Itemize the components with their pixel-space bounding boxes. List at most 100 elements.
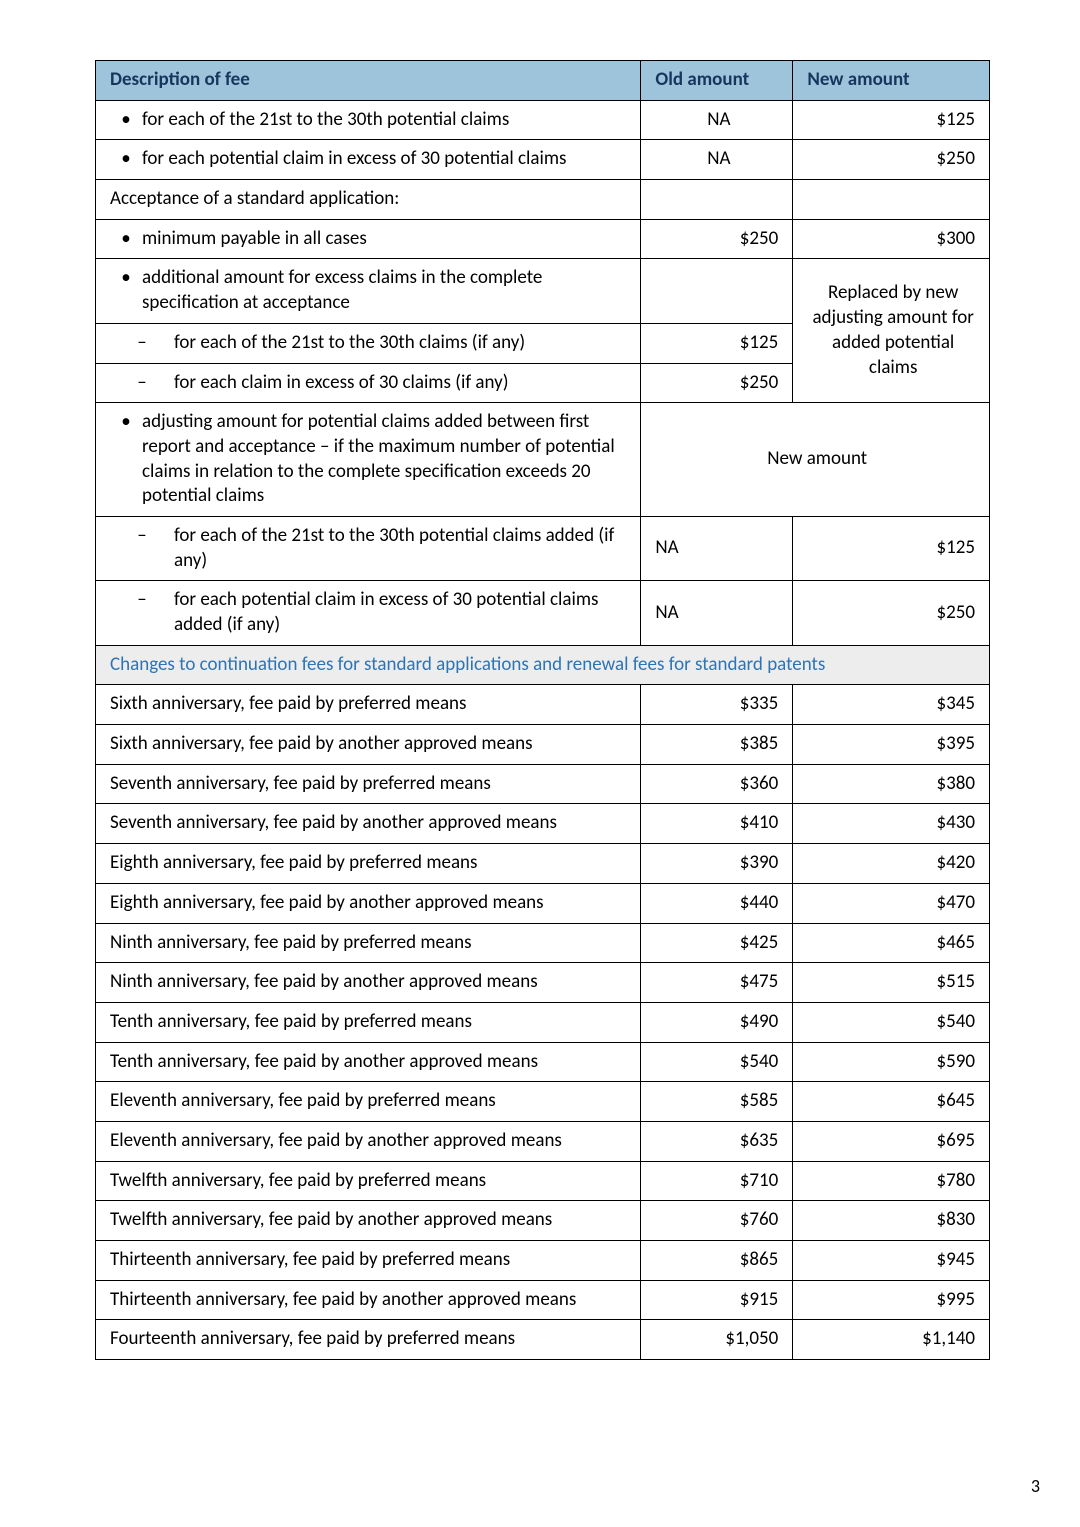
dash-icon: – — [110, 524, 174, 549]
table-header-row: Description of fee Old amount New amount — [96, 61, 990, 101]
cell-new-amount: $515 — [793, 963, 990, 1003]
cell-description: •for each of the 21st to the 30th potent… — [96, 100, 641, 140]
cell-description: Seventh anniversary, fee paid by another… — [96, 804, 641, 844]
cell-old-amount: $440 — [641, 883, 793, 923]
page-number: 3 — [1031, 1475, 1040, 1497]
cell-new-amount — [793, 180, 990, 220]
table-row: •adjusting amount for potential claims a… — [96, 403, 990, 517]
table-row: Seventh anniversary, fee paid by preferr… — [96, 764, 990, 804]
cell-description: Eleventh anniversary, fee paid by anothe… — [96, 1121, 641, 1161]
bullet-icon: • — [110, 108, 142, 133]
cell-old-amount — [641, 180, 793, 220]
table-row: Eleventh anniversary, fee paid by anothe… — [96, 1121, 990, 1161]
cell-new-amount: $695 — [793, 1121, 990, 1161]
col-header-old-amount: Old amount — [641, 61, 793, 101]
cell-description: Tenth anniversary, fee paid by another a… — [96, 1042, 641, 1082]
table-row: Eighth anniversary, fee paid by preferre… — [96, 844, 990, 884]
bullet-icon: • — [110, 266, 142, 291]
cell-description-text: for each potential claim in excess of 30… — [142, 147, 630, 172]
cell-new-amount: $125 — [793, 516, 990, 580]
cell-description-text: for each claim in excess of 30 claims (i… — [174, 371, 630, 396]
cell-old-amount: $585 — [641, 1082, 793, 1122]
cell-new-amount: $125 — [793, 100, 990, 140]
cell-description: •for each potential claim in excess of 3… — [96, 140, 641, 180]
bullet-icon: • — [110, 410, 142, 435]
cell-new-amount: $250 — [793, 140, 990, 180]
cell-old-amount: NA — [641, 100, 793, 140]
cell-new-amount: $345 — [793, 685, 990, 725]
cell-old-amount: NA — [641, 516, 793, 580]
table-row: Sixth anniversary, fee paid by preferred… — [96, 685, 990, 725]
dash-icon: – — [110, 588, 174, 613]
table-row: Ninth anniversary, fee paid by another a… — [96, 963, 990, 1003]
cell-new-amount: $420 — [793, 844, 990, 884]
cell-description-text: additional amount for excess claims in t… — [142, 266, 630, 315]
cell-old-amount: $360 — [641, 764, 793, 804]
cell-description: –for each claim in excess of 30 claims (… — [96, 363, 641, 403]
cell-description-text: adjusting amount for potential claims ad… — [142, 410, 630, 509]
col-header-description: Description of fee — [96, 61, 641, 101]
cell-description: Seventh anniversary, fee paid by preferr… — [96, 764, 641, 804]
cell-old-amount: $475 — [641, 963, 793, 1003]
fee-table: Description of fee Old amount New amount… — [95, 60, 990, 1360]
cell-old-amount: $635 — [641, 1121, 793, 1161]
cell-description: Acceptance of a standard application: — [96, 180, 641, 220]
table-row: Changes to continuation fees for standar… — [96, 645, 990, 685]
bullet-icon: • — [110, 227, 142, 252]
cell-new-amount: $995 — [793, 1280, 990, 1320]
table-row: Ninth anniversary, fee paid by preferred… — [96, 923, 990, 963]
cell-description: Thirteenth anniversary, fee paid by pref… — [96, 1241, 641, 1281]
cell-old-amount: $335 — [641, 685, 793, 725]
cell-description-text: minimum payable in all cases — [142, 227, 630, 252]
cell-old-amount: $390 — [641, 844, 793, 884]
cell-description: Sixth anniversary, fee paid by preferred… — [96, 685, 641, 725]
cell-description-text: for each potential claim in excess of 30… — [174, 588, 630, 637]
cell-merged-old-new: New amount — [641, 403, 990, 517]
cell-old-amount: NA — [641, 581, 793, 645]
cell-old-amount: $250 — [641, 219, 793, 259]
col-header-new-amount: New amount — [793, 61, 990, 101]
cell-new-amount: $380 — [793, 764, 990, 804]
cell-new-amount: $1,140 — [793, 1320, 990, 1360]
table-row: –for each of the 21st to the 30th potent… — [96, 516, 990, 580]
cell-old-amount: $1,050 — [641, 1320, 793, 1360]
table-row: •for each potential claim in excess of 3… — [96, 140, 990, 180]
cell-new-amount: $430 — [793, 804, 990, 844]
cell-description: –for each of the 21st to the 30th claims… — [96, 323, 641, 363]
table-body: •for each of the 21st to the 30th potent… — [96, 100, 990, 1359]
table-row: Twelfth anniversary, fee paid by another… — [96, 1201, 990, 1241]
cell-new-amount: $780 — [793, 1161, 990, 1201]
cell-description: –for each of the 21st to the 30th potent… — [96, 516, 641, 580]
cell-description: Twelfth anniversary, fee paid by another… — [96, 1201, 641, 1241]
cell-new-amount: $830 — [793, 1201, 990, 1241]
cell-description-text: for each of the 21st to the 30th claims … — [174, 331, 630, 356]
dash-icon: – — [110, 371, 174, 396]
table-row: –for each potential claim in excess of 3… — [96, 581, 990, 645]
cell-new-amount: Replaced by new adjusting amount for add… — [793, 259, 990, 403]
cell-description: –for each potential claim in excess of 3… — [96, 581, 641, 645]
cell-description: •additional amount for excess claims in … — [96, 259, 641, 323]
cell-new-amount: $395 — [793, 725, 990, 765]
section-heading: Changes to continuation fees for standar… — [96, 645, 990, 685]
cell-description: •minimum payable in all cases — [96, 219, 641, 259]
table-row: Tenth anniversary, fee paid by another a… — [96, 1042, 990, 1082]
cell-old-amount: $540 — [641, 1042, 793, 1082]
cell-new-amount: $470 — [793, 883, 990, 923]
cell-new-amount: $945 — [793, 1241, 990, 1281]
table-row: Acceptance of a standard application: — [96, 180, 990, 220]
cell-new-amount: $540 — [793, 1002, 990, 1042]
table-row: •minimum payable in all cases$250$300 — [96, 219, 990, 259]
cell-old-amount: $250 — [641, 363, 793, 403]
cell-old-amount: $385 — [641, 725, 793, 765]
cell-new-amount: $300 — [793, 219, 990, 259]
table-row: •for each of the 21st to the 30th potent… — [96, 100, 990, 140]
cell-old-amount — [641, 259, 793, 323]
cell-description: Ninth anniversary, fee paid by preferred… — [96, 923, 641, 963]
document-page: Description of fee Old amount New amount… — [0, 0, 1080, 1527]
bullet-icon: • — [110, 147, 142, 172]
table-row: Eighth anniversary, fee paid by another … — [96, 883, 990, 923]
cell-description: Eleventh anniversary, fee paid by prefer… — [96, 1082, 641, 1122]
cell-new-amount: $465 — [793, 923, 990, 963]
table-row: Twelfth anniversary, fee paid by preferr… — [96, 1161, 990, 1201]
cell-old-amount: $865 — [641, 1241, 793, 1281]
